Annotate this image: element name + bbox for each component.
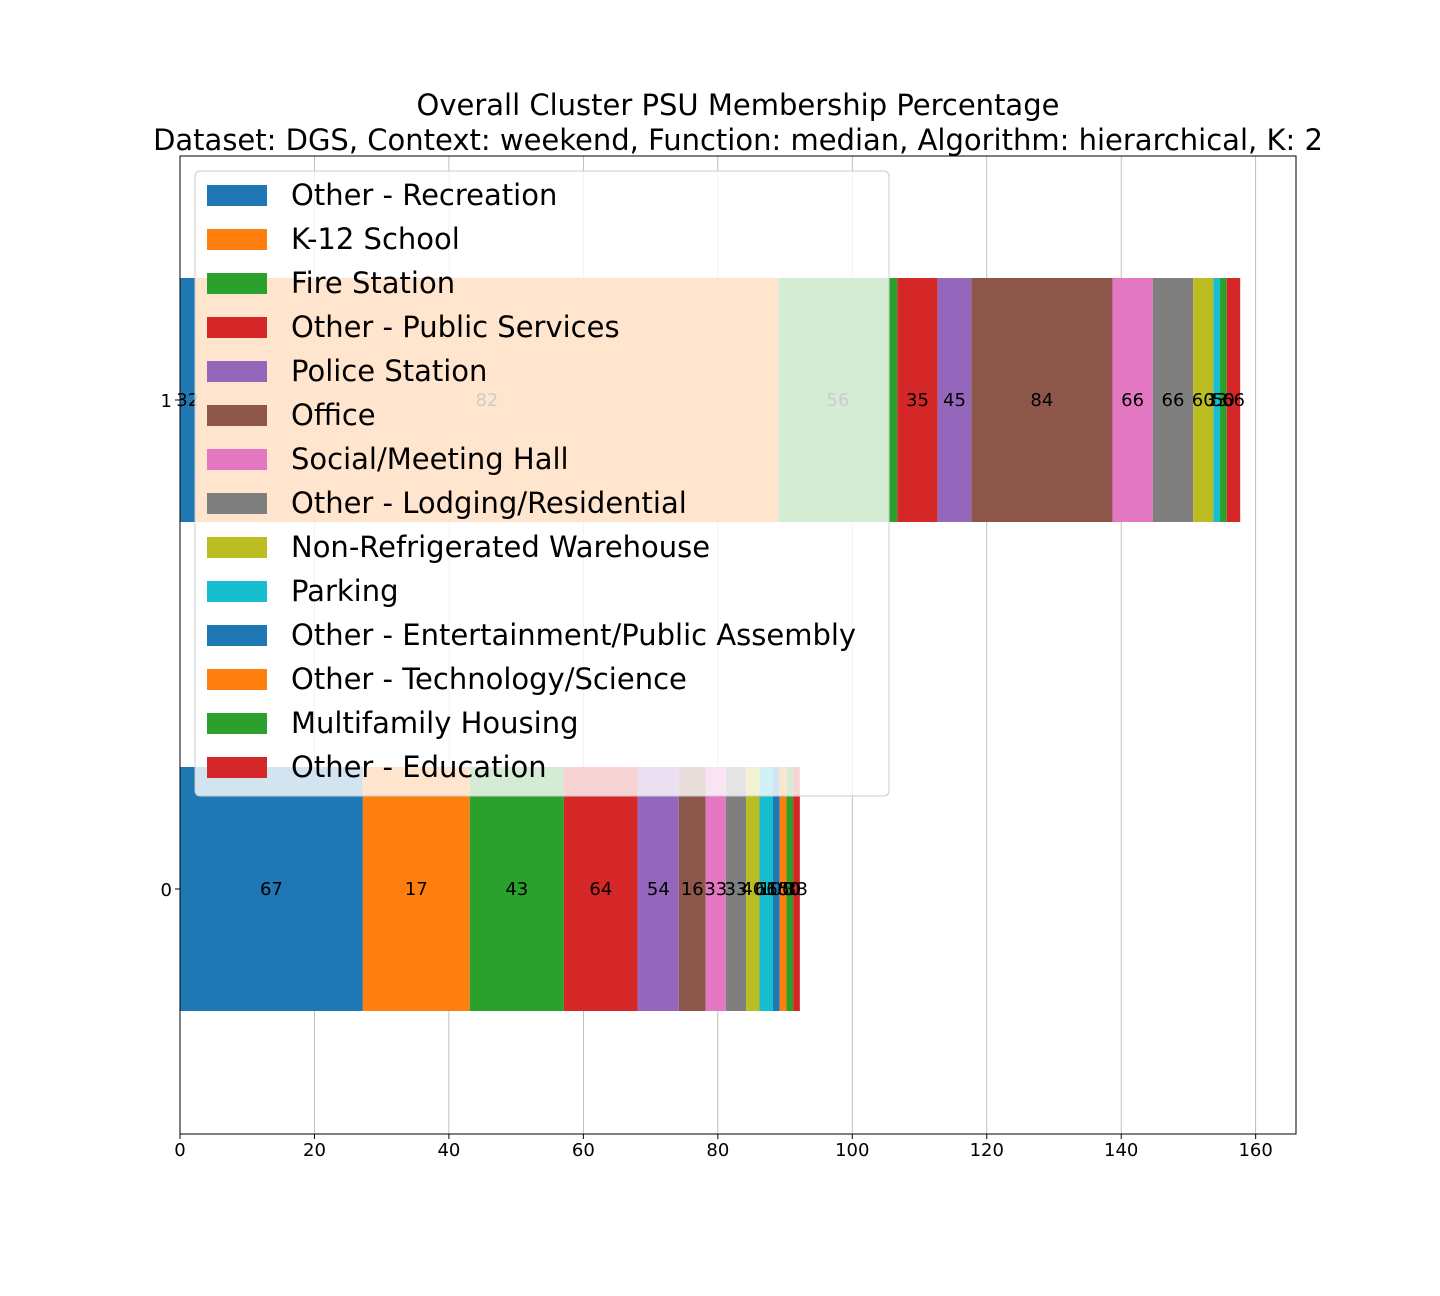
bar-value-label: 66 [1222, 390, 1245, 411]
bar-value-label: 33 [1205, 390, 1228, 411]
bar-value-label: 67 [260, 879, 283, 900]
bar-segment [786, 767, 794, 1011]
legend-swatch [207, 229, 267, 250]
bar-value-label: 33 [725, 879, 748, 900]
bar-value-label: 32 [176, 390, 199, 411]
bar-value-label: 100 [759, 879, 793, 900]
bar-segment [1112, 278, 1153, 522]
legend-label: Other - Lodging/Residential [291, 486, 687, 520]
y-axis: 01 [161, 391, 180, 901]
legend-swatch [207, 273, 267, 294]
x-tick-label: 20 [303, 1140, 326, 1161]
bar-value-label: 60 [1192, 390, 1215, 411]
x-tick-label: 60 [572, 1140, 595, 1161]
y-tick-label: 0 [161, 880, 172, 901]
bar-segment [1152, 278, 1194, 522]
bar-value-label: 43 [505, 879, 528, 900]
bar-value-label: 17 [405, 879, 428, 900]
bar-value-label: 84 [1030, 390, 1053, 411]
legend-swatch [207, 757, 267, 778]
bar-segment [779, 767, 787, 1011]
legend-label: Other - Recreation [291, 178, 557, 212]
bar-segment [637, 767, 679, 1011]
x-tick-label: 40 [437, 1140, 460, 1161]
legend-label: K-12 School [291, 222, 460, 256]
bar-value-label: 66 [755, 879, 778, 900]
bar-value-label: 50 [778, 879, 801, 900]
bar-segment [746, 767, 760, 1011]
x-tick-label: 140 [1104, 1140, 1138, 1161]
bar-segment [362, 767, 470, 1011]
legend-swatch [207, 493, 267, 514]
legend-label: Other - Entertainment/Public Assembly [291, 618, 856, 652]
bar-segment [971, 278, 1113, 522]
legend-swatch [207, 185, 267, 206]
legend-label: Multifamily Housing [291, 706, 579, 740]
legend-swatch [207, 317, 267, 338]
legend-label: Parking [291, 574, 399, 608]
bar-value-label: 66 [1162, 390, 1185, 411]
bar-value-label: 33 [785, 879, 808, 900]
bar-segment [772, 767, 780, 1011]
x-tick-label: 100 [835, 1140, 869, 1161]
chart-subtitle: Dataset: DGS, Context: weekend, Function… [153, 123, 1323, 157]
legend-label: Non-Refrigerated Warehouse [291, 530, 710, 564]
legend: Other - Recreation K-12 School Fire Statio… [194, 170, 890, 797]
legend-label: Office [291, 398, 376, 432]
legend-swatch [207, 713, 267, 734]
bar-segment [180, 278, 196, 522]
bar-value-label: 50 [1212, 390, 1235, 411]
bar-segment [1193, 278, 1214, 522]
legend-label: Other - Education [291, 750, 547, 784]
x-tick-label: 120 [970, 1140, 1004, 1161]
bar-value-label: 35 [906, 390, 929, 411]
bar-segment [937, 278, 972, 522]
bar-value-label: 33 [704, 879, 727, 900]
x-tick-label: 160 [1238, 1140, 1272, 1161]
bar-value-label: 40 [741, 879, 764, 900]
legend-label: Fire Station [291, 266, 455, 300]
bar-value-label: 64 [589, 879, 612, 900]
bar-segment [1213, 278, 1221, 522]
legend-swatch [207, 669, 267, 690]
bar-value-label: 54 [647, 879, 670, 900]
plot-frame [179, 155, 1297, 1135]
bar-value-label: 100 [766, 879, 800, 900]
legend-swatch [207, 361, 267, 382]
x-axis: 0 20 40 60 80 100 120 140 160 [174, 1134, 1273, 1161]
bar-segment [725, 767, 747, 1011]
bar-segment [759, 767, 773, 1011]
bar-segment [563, 767, 638, 1011]
bar-value-label: 45 [943, 390, 966, 411]
legend-swatch [207, 405, 267, 426]
legend-swatch [207, 581, 267, 602]
bar-segment [705, 767, 726, 1011]
legend-swatch [207, 625, 267, 646]
x-tick-label: 0 [174, 1140, 185, 1161]
bar-segment [469, 767, 564, 1011]
chart-title: Overall Cluster PSU Membership Percentag… [417, 88, 1060, 122]
legend-label: Police Station [291, 354, 487, 388]
bar-segment [793, 767, 800, 1011]
legend-swatch [207, 537, 267, 558]
bar-segment [1220, 278, 1227, 522]
y-tick-label: 1 [161, 391, 172, 412]
legend-swatch [207, 449, 267, 470]
legend-frame [194, 170, 890, 797]
x-tick-label: 80 [706, 1140, 729, 1161]
legend-label: Other - Technology/Science [291, 662, 687, 696]
bar-value-label: 66 [1121, 390, 1144, 411]
bar-segment [897, 278, 938, 522]
legend-label: Other - Public Services [291, 310, 620, 344]
legend-label: Social/Meeting Hall [291, 442, 569, 476]
bar-segment [180, 767, 363, 1011]
bar-value-label: 16 [681, 879, 704, 900]
bar-segment [678, 767, 706, 1011]
bar-segment [1226, 278, 1241, 522]
